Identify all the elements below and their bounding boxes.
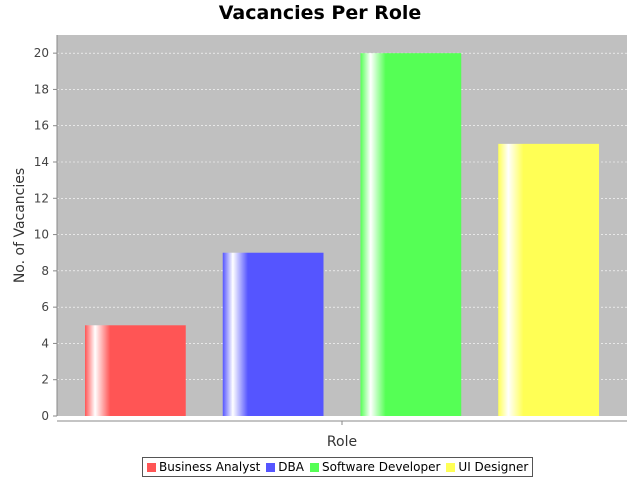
legend-label: UI Designer [458, 460, 529, 474]
axes [53, 35, 627, 425]
bar-business-analyst [85, 325, 186, 416]
grid-lines [57, 52, 627, 381]
bars [85, 53, 599, 417]
y-tick-label: 20 [34, 46, 49, 60]
y-tick-label: 2 [41, 373, 49, 387]
bar-software-developer [360, 53, 462, 417]
legend-item: DBA [266, 460, 304, 474]
y-tick-label: 10 [34, 228, 49, 242]
bar-dba [222, 252, 324, 416]
legend-swatch [309, 462, 319, 472]
legend-label: Software Developer [321, 460, 441, 474]
bar-ui-designer [498, 143, 599, 416]
y-tick-label: 12 [34, 191, 49, 205]
y-tick-label: 0 [41, 409, 49, 423]
y-tick-label: 8 [41, 264, 49, 278]
legend-item: Software Developer [309, 460, 441, 474]
y-tick-labels: 0 2 4 6 8 10 12 14 16 18 20 [34, 46, 49, 423]
legend-item: UI Designer [446, 460, 528, 474]
y-tick-label: 16 [34, 119, 49, 133]
y-tick-label: 18 [34, 82, 49, 96]
legend-swatch [266, 462, 276, 472]
legend-label: DBA [278, 460, 304, 474]
legend-item: Business Analyst [147, 460, 260, 474]
legend-label: Business Analyst [159, 460, 261, 474]
legend-swatch [147, 462, 156, 472]
chart-title: Vacancies Per Role [218, 2, 422, 24]
y-tick-label: 14 [34, 155, 49, 169]
y-tick-label: 4 [41, 336, 49, 350]
y-axis-title: No. of Vacancies [12, 168, 28, 283]
legend: Business Analyst DBA Software Developer UI … [142, 457, 534, 477]
legend-swatch [446, 462, 456, 472]
y-tick-label: 6 [41, 300, 49, 314]
x-axis-title: Role [327, 434, 357, 450]
